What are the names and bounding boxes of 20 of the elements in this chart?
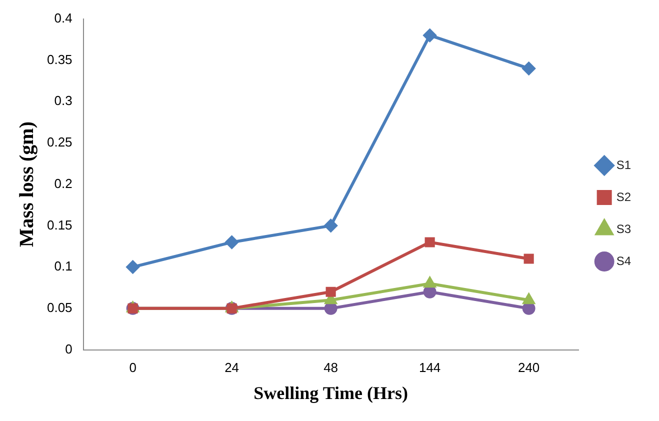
x-tick-label: 144: [418, 360, 441, 376]
y-tick-label: 0.35: [46, 52, 72, 67]
y-tick-label: 0.2: [54, 176, 72, 191]
x-tick-label: 48: [324, 360, 338, 376]
x-tick-label: 0: [129, 360, 136, 376]
y-tick-label: 0.15: [46, 217, 72, 232]
y-tick-label: 0.05: [46, 300, 72, 316]
legend-label: S2: [616, 190, 632, 204]
legend-label: S3: [616, 222, 632, 236]
y-tick-label: 0.25: [46, 134, 72, 150]
y-tick-label: 0.4: [54, 10, 72, 26]
legend-label: S1: [616, 158, 632, 172]
y-axis-title: Mass loss (gm): [16, 122, 38, 248]
y-tick-label: 0.3: [54, 93, 72, 108]
y-tick-label: 0.1: [54, 258, 72, 274]
y-tick-label: 0: [65, 341, 72, 356]
x-tick-label: 240: [518, 360, 540, 376]
x-axis-title: Swelling Time (Hrs): [254, 382, 408, 403]
legend-label: S4: [616, 254, 632, 268]
x-tick-label: 24: [224, 360, 240, 376]
